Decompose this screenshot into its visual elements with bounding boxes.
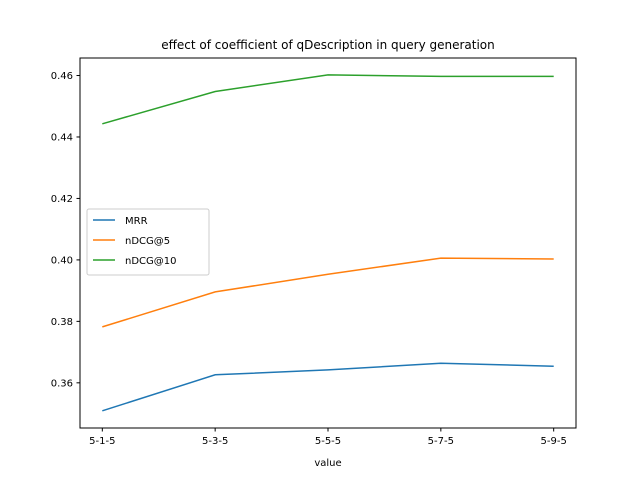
series-line-mrr [102, 362, 554, 412]
series-line-ndcg-10 [102, 74, 554, 125]
x-tick-label: 5-1-5 [89, 436, 115, 447]
chart-title: effect of coefficient of qDescription in… [161, 38, 495, 52]
legend-label: nDCG@10 [125, 256, 177, 267]
series-line-ndcg-5 [102, 257, 554, 328]
y-tick-label: 0.38 [51, 317, 73, 328]
legend: MRR nDCG@5 nDCG@10 [86, 208, 210, 276]
series-layer [102, 74, 554, 412]
x-tick-label: 5-9-5 [541, 436, 567, 447]
y-tick-label: 0.40 [51, 255, 73, 266]
x-axis-label: value [314, 458, 341, 469]
y-tick-label: 0.46 [51, 71, 73, 82]
x-axis: 5-1-5 5-3-5 5-5-5 5-7-5 5-9-5 [89, 428, 567, 447]
y-tick-label: 0.36 [51, 378, 73, 389]
y-axis: 0.36 0.38 0.40 0.42 0.44 0.46 [51, 71, 80, 389]
y-tick-label: 0.42 [51, 194, 73, 205]
y-tick-label: 0.44 [51, 132, 73, 143]
x-tick-label: 5-3-5 [202, 436, 228, 447]
legend-label: nDCG@5 [125, 236, 170, 247]
x-tick-label: 5-7-5 [428, 436, 454, 447]
legend-label: MRR [125, 216, 148, 227]
x-tick-label: 5-5-5 [315, 436, 341, 447]
legend-box [86, 208, 210, 276]
